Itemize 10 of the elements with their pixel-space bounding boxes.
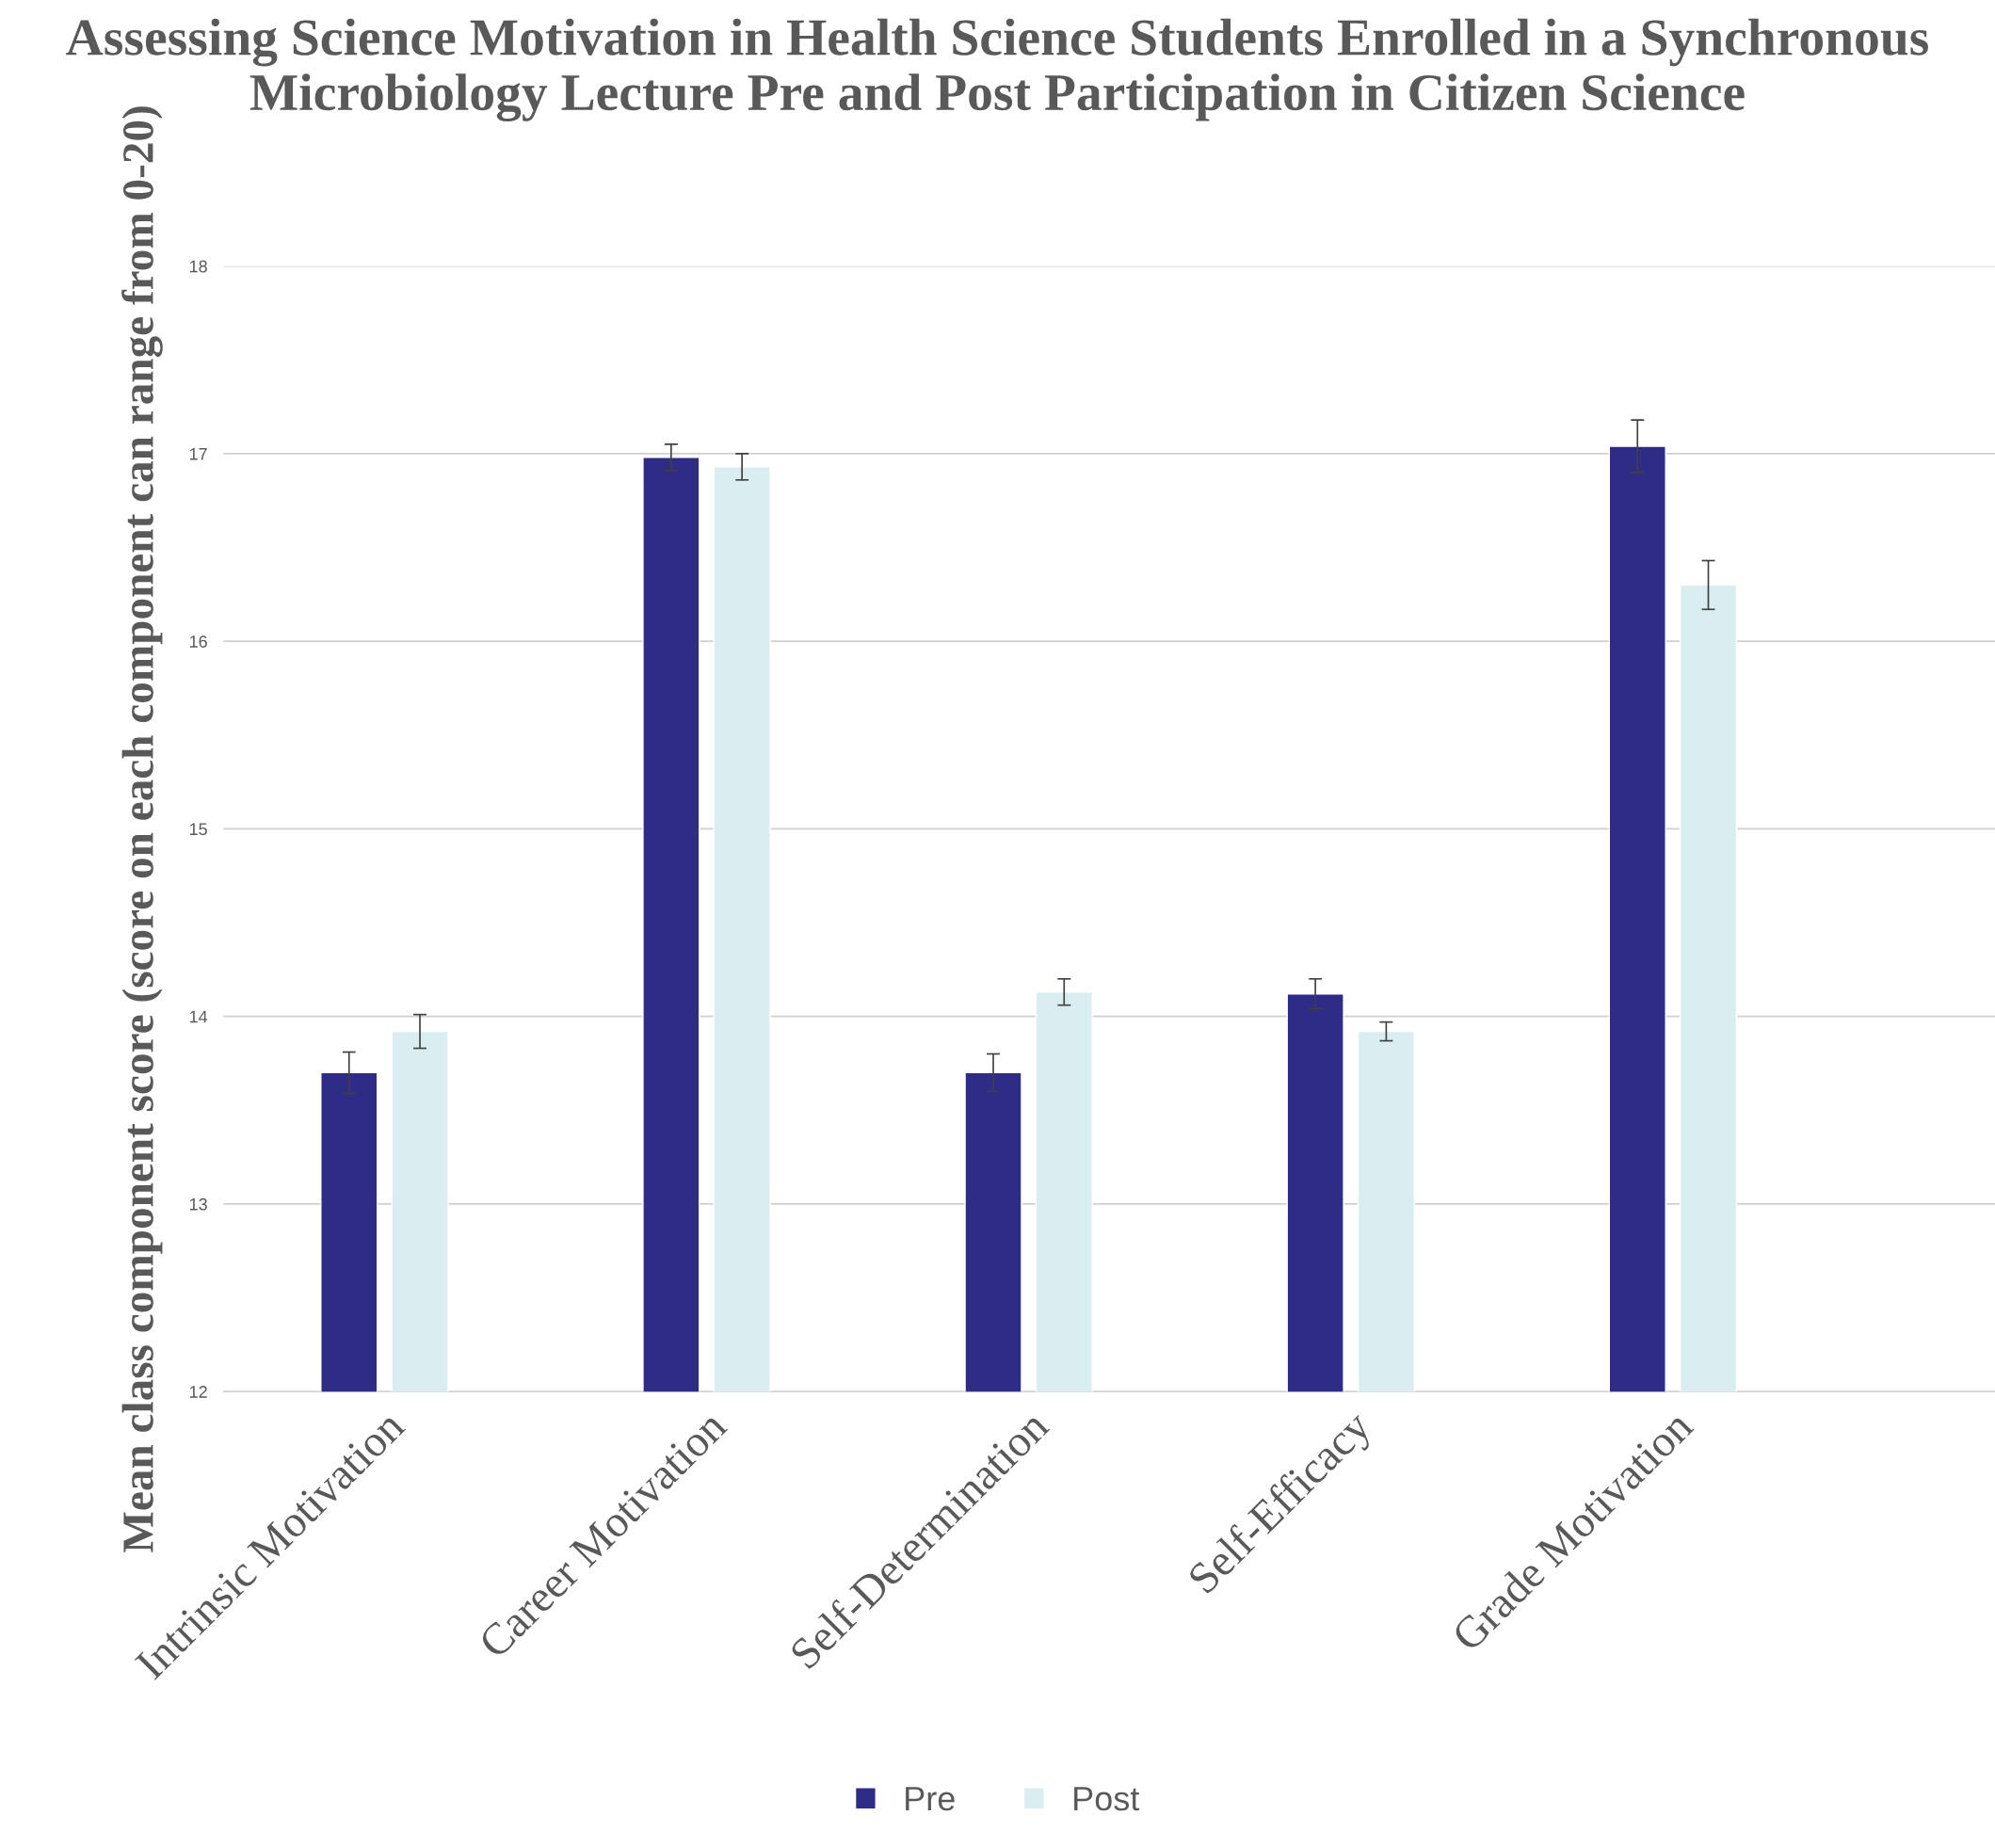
- y-tick-label: 14: [189, 1010, 208, 1023]
- y-axis-title: Mean class component score (score on each component can range from 0-20): [121, 106, 163, 1552]
- legend-label: Post: [1074, 1787, 1140, 1811]
- y-tick-label: 17: [189, 448, 207, 460]
- y-tick-label: 15: [189, 823, 207, 836]
- legend-label: Pre: [906, 1787, 955, 1811]
- y-tick-label: 18: [189, 260, 207, 273]
- y-tick-label: 12: [189, 1386, 207, 1398]
- y-tick-label: 13: [189, 1197, 207, 1211]
- y-tick-label: 16: [189, 635, 207, 648]
